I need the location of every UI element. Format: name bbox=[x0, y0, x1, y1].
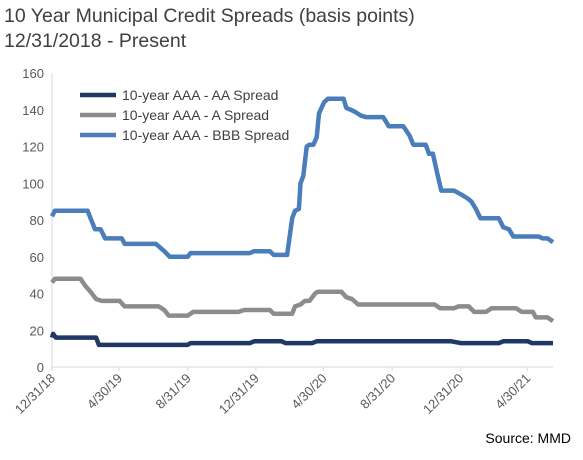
y-tick-label-6: 120 bbox=[22, 140, 44, 155]
y-tick-label-5: 100 bbox=[22, 176, 44, 191]
series-line-1 bbox=[50, 276, 555, 323]
x-tick-label-6: 12/31/20 bbox=[420, 371, 466, 417]
y-tick-label-7: 140 bbox=[22, 103, 44, 118]
legend-label-1: 10-year AAA - A Spread bbox=[122, 107, 269, 123]
chart-title-line2: 12/31/2018 - Present bbox=[4, 30, 187, 52]
x-tick-label-4: 4/30/20 bbox=[288, 371, 329, 412]
y-tick-label-0: 0 bbox=[37, 360, 44, 375]
chart-title: 10 Year Municipal Credit Spreads (basis … bbox=[4, 4, 415, 54]
series-line-0 bbox=[49, 331, 553, 348]
source-note: Source: MMD bbox=[485, 430, 571, 446]
y-tick-label-8: 160 bbox=[22, 66, 44, 81]
series-line-2 bbox=[49, 96, 555, 260]
y-tick-label-3: 60 bbox=[30, 250, 44, 265]
x-tick-label-3: 12/31/19 bbox=[216, 371, 262, 417]
x-tick-label-2: 8/31/19 bbox=[153, 371, 194, 412]
x-tick-label-5: 8/31/20 bbox=[357, 371, 398, 412]
y-tick-label-1: 20 bbox=[30, 323, 44, 338]
y-tick-label-4: 80 bbox=[30, 213, 44, 228]
legend-label-0: 10-year AAA - AA Spread bbox=[122, 87, 278, 103]
x-tick-label-1: 4/30/19 bbox=[84, 371, 125, 412]
x-tick-label-0: 12/31/18 bbox=[12, 371, 58, 417]
chart-title-line1: 10 Year Municipal Credit Spreads (basis … bbox=[4, 5, 415, 27]
legend-label-2: 10-year AAA - BBB Spread bbox=[122, 127, 289, 143]
y-tick-label-2: 40 bbox=[30, 287, 44, 302]
x-tick-label-7: 4/30/21 bbox=[492, 371, 533, 412]
